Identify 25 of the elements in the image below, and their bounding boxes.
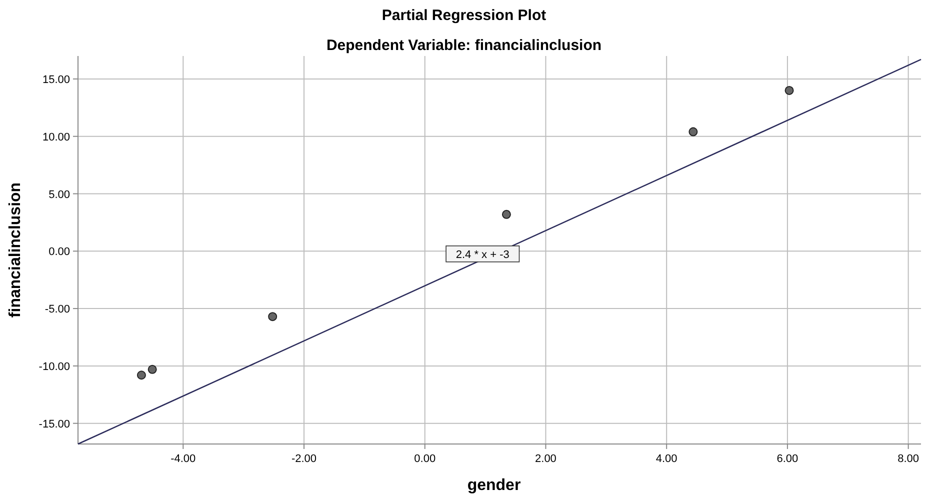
point <box>136 370 146 380</box>
point <box>784 86 794 95</box>
point <box>148 364 157 374</box>
x-tick-label: 6.00 <box>776 453 798 465</box>
y-tick-label: 10.00 <box>42 131 70 144</box>
annotation: 2.4 * x + -3 <box>456 248 510 261</box>
x-tick-label: 4.00 <box>656 453 678 465</box>
point <box>268 312 278 322</box>
chart-title: Partial Regression Plot <box>382 7 546 24</box>
y-tick-label: 0.00 <box>48 246 70 258</box>
y-tick-label: 5.00 <box>48 188 70 201</box>
y-tick-label: -10.00 <box>38 360 70 373</box>
x-axis-title: gender <box>467 477 521 494</box>
x-tick-label: 0.00 <box>414 453 436 465</box>
chart-subtitle: Dependent Variable: financialinclusion <box>326 37 602 54</box>
x-tick-label: 8.00 <box>898 453 920 465</box>
x-tick-label: -2.00 <box>291 453 317 465</box>
y-tick-label: -15.00 <box>38 418 70 430</box>
point <box>688 127 698 136</box>
x-tick-label: 2.00 <box>535 453 556 465</box>
y-tick-label: -5.00 <box>44 304 70 316</box>
y-axis-title: financialinclusion <box>7 182 24 318</box>
point <box>502 210 511 219</box>
x-tick-label: -4.00 <box>170 453 196 465</box>
y-tick-label: 15.00 <box>42 74 70 86</box>
